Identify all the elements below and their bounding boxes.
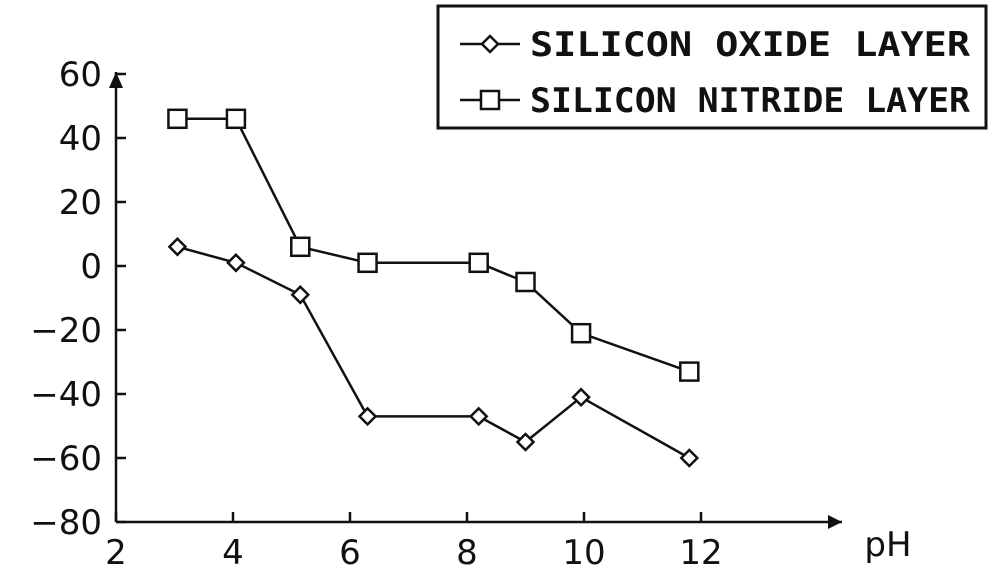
- square-marker: [572, 324, 590, 342]
- series-layer: [168, 110, 698, 466]
- y-tick-label: −60: [30, 439, 102, 479]
- diamond-marker: [681, 450, 697, 466]
- diamond-marker: [471, 408, 487, 424]
- y-tick-label: −80: [30, 503, 102, 543]
- square-marker: [291, 238, 309, 256]
- legend: SILICON OXIDE LAYER SILICON NITRIDE LAYER: [438, 6, 986, 128]
- x-axis-arrow: [828, 515, 842, 529]
- y-tick-label: −40: [30, 375, 102, 415]
- x-tick-label: 10: [562, 533, 605, 573]
- diamond-marker: [292, 287, 308, 303]
- series-silicon-nitride: [168, 110, 698, 381]
- axes: 2 4 6 8 10 12 60 40 20 0 −20 −40 −60 −80 pH: [30, 55, 911, 573]
- square-marker: [359, 254, 377, 272]
- square-marker: [481, 91, 499, 109]
- x-axis-title: pH: [864, 525, 911, 565]
- square-marker: [168, 110, 186, 128]
- x-tick-label: 4: [222, 533, 244, 573]
- y-tick-label: 60: [59, 55, 102, 95]
- x-tick-label: 2: [105, 533, 127, 573]
- y-tick-label: 20: [59, 183, 102, 223]
- x-tick-label: 6: [339, 533, 361, 573]
- y-tick-label: 40: [59, 119, 102, 159]
- diamond-marker: [228, 255, 244, 271]
- series-line: [177, 247, 689, 458]
- diamond-marker: [169, 239, 185, 255]
- legend-label: SILICON NITRIDE LAYER: [530, 81, 971, 121]
- x-tick-label: 12: [679, 533, 722, 573]
- square-marker: [517, 273, 535, 291]
- x-tick-label: 8: [456, 533, 478, 573]
- y-tick-label: 0: [80, 247, 102, 287]
- legend-label: SILICON OXIDE LAYER: [530, 25, 971, 65]
- square-marker: [470, 254, 488, 272]
- square-marker: [227, 110, 245, 128]
- series-line: [177, 119, 689, 372]
- y-tick-label: −20: [30, 311, 102, 351]
- square-marker: [680, 363, 698, 381]
- diamond-marker: [360, 408, 376, 424]
- series-silicon-oxide: [169, 239, 697, 466]
